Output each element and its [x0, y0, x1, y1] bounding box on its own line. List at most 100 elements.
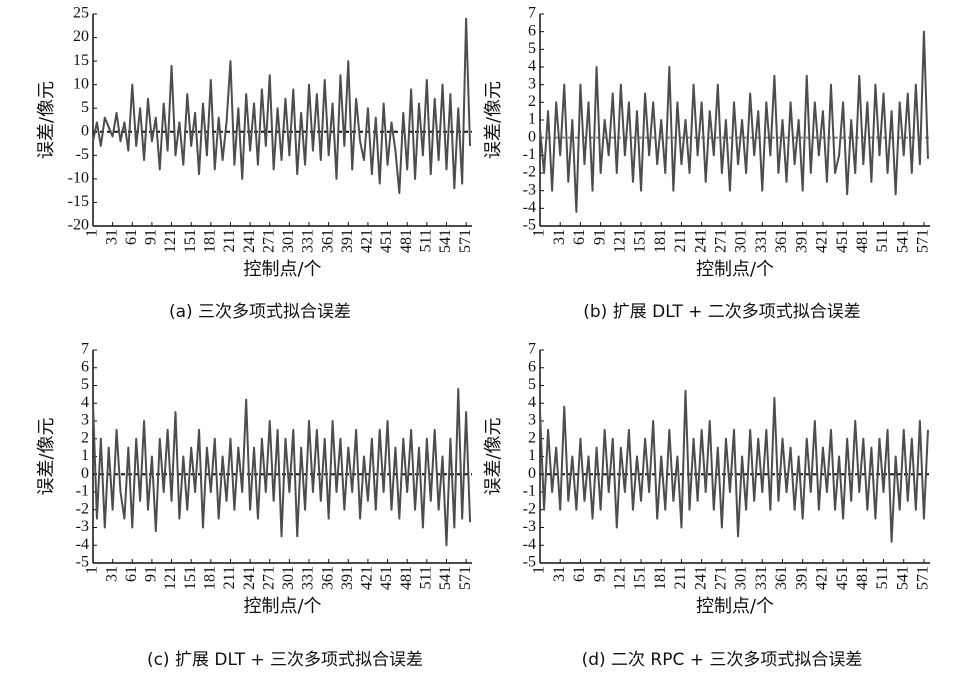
x-tick-label: 1 [531, 566, 548, 574]
x-tick-label: 331 [300, 229, 317, 253]
y-tick-label: 5 [528, 376, 536, 393]
y-tick-label: -5 [523, 554, 536, 571]
y-tick-label: 5 [81, 99, 89, 116]
x-tick-label: 451 [834, 566, 851, 590]
x-tick-label: 361 [319, 229, 336, 253]
y-tick-label: 0 [528, 465, 536, 482]
x-tick-label: 1 [531, 229, 548, 237]
y-tick-label: 10 [73, 75, 89, 92]
x-tick-label: 121 [612, 229, 629, 253]
x-tick-label: 121 [612, 566, 629, 590]
x-tick-label: 511 [418, 566, 435, 589]
x-tick-label: 91 [143, 229, 160, 245]
x-tick-label: 391 [793, 566, 810, 590]
x-tick-label: 361 [773, 229, 790, 253]
x-tick-label: 451 [378, 566, 395, 590]
y-axis-label: 误差/像元 [483, 417, 504, 495]
y-tick-label: -3 [523, 181, 536, 198]
y-tick-label: 3 [528, 412, 536, 429]
x-tick-label: 31 [103, 229, 120, 245]
x-tick-label: 571 [915, 229, 932, 253]
y-axis-label: 误差/像元 [36, 81, 57, 159]
x-tick-label: 271 [260, 229, 277, 253]
x-tick-label: 241 [692, 229, 709, 253]
y-tick-label: -2 [523, 500, 536, 517]
y-tick-label: -4 [523, 536, 536, 553]
x-tick-label: 391 [339, 566, 356, 590]
y-tick-label: 4 [528, 394, 536, 411]
y-tick-label: -3 [76, 518, 89, 535]
x-tick-label: 211 [221, 566, 238, 589]
x-tick-label: 211 [672, 229, 689, 252]
x-tick-label: 511 [418, 229, 435, 252]
x-tick-label: 571 [457, 566, 474, 590]
x-tick-label: 181 [652, 229, 669, 253]
x-tick-label: 181 [201, 566, 218, 590]
x-tick-label: 91 [591, 229, 608, 245]
x-tick-label: 151 [632, 566, 649, 590]
x-tick-label: 301 [280, 229, 297, 253]
y-tick-label: -15 [68, 193, 89, 210]
y-tick-label: 4 [528, 58, 536, 75]
y-tick-label: -4 [76, 536, 89, 553]
y-tick-label: 20 [73, 28, 89, 45]
x-tick-label: 451 [834, 229, 851, 253]
x-tick-label: 421 [359, 229, 376, 253]
y-axis-label: 误差/像元 [483, 81, 504, 159]
x-tick-label: 421 [359, 566, 376, 590]
y-tick-label: 1 [81, 447, 89, 464]
x-tick-label: 121 [162, 229, 179, 253]
x-tick-label: 91 [591, 566, 608, 582]
y-tick-label: 25 [73, 5, 89, 22]
y-tick-label: 1 [528, 447, 536, 464]
y-tick-label: 5 [81, 376, 89, 393]
x-tick-label: 1 [84, 229, 101, 237]
y-tick-label: 0 [81, 122, 89, 139]
y-tick-label: 7 [81, 341, 89, 358]
x-tick-label: 211 [672, 566, 689, 589]
x-tick-label: 151 [632, 229, 649, 253]
y-tick-label: -1 [76, 483, 89, 500]
y-tick-label: -20 [68, 217, 89, 234]
x-tick-label: 91 [143, 566, 160, 582]
x-tick-label: 241 [692, 566, 709, 590]
x-axis-label: 控制点/个 [696, 596, 774, 617]
caption: (c) 扩展 DLT + 三次多项式拟合误差 [147, 650, 423, 670]
x-tick-label: 511 [874, 229, 891, 252]
y-tick-label: 6 [528, 358, 536, 375]
x-tick-label: 541 [894, 229, 911, 253]
x-tick-label: 271 [713, 229, 730, 253]
x-tick-label: 481 [854, 229, 871, 253]
y-tick-label: -3 [523, 518, 536, 535]
y-tick-label: -1 [523, 146, 536, 163]
x-tick-label: 331 [753, 566, 770, 590]
x-tick-label: 571 [915, 566, 932, 590]
x-tick-label: 271 [713, 566, 730, 590]
y-tick-label: -1 [523, 483, 536, 500]
y-tick-label: 0 [81, 465, 89, 482]
x-tick-label: 481 [398, 229, 415, 253]
y-tick-label: 1 [528, 111, 536, 128]
y-tick-label: -5 [76, 146, 89, 163]
y-tick-label: 7 [528, 341, 536, 358]
x-tick-label: 211 [221, 229, 238, 252]
x-tick-label: 61 [571, 229, 588, 245]
y-tick-label: 6 [528, 22, 536, 39]
x-tick-label: 301 [733, 566, 750, 590]
error-line [539, 30, 929, 213]
x-tick-label: 241 [241, 229, 258, 253]
x-tick-label: 121 [162, 566, 179, 590]
x-tick-label: 361 [319, 566, 336, 590]
x-tick-label: 61 [123, 566, 140, 582]
y-tick-label: 2 [81, 429, 89, 446]
y-tick-label: -2 [76, 500, 89, 517]
y-tick-label: 7 [528, 5, 536, 22]
y-axis-label: 误差/像元 [36, 417, 57, 495]
x-tick-label: 391 [793, 229, 810, 253]
x-tick-label: 331 [300, 566, 317, 590]
x-tick-label: 181 [652, 566, 669, 590]
x-axis-label: 控制点/个 [696, 259, 774, 280]
x-tick-label: 181 [201, 229, 218, 253]
x-tick-label: 331 [753, 229, 770, 253]
